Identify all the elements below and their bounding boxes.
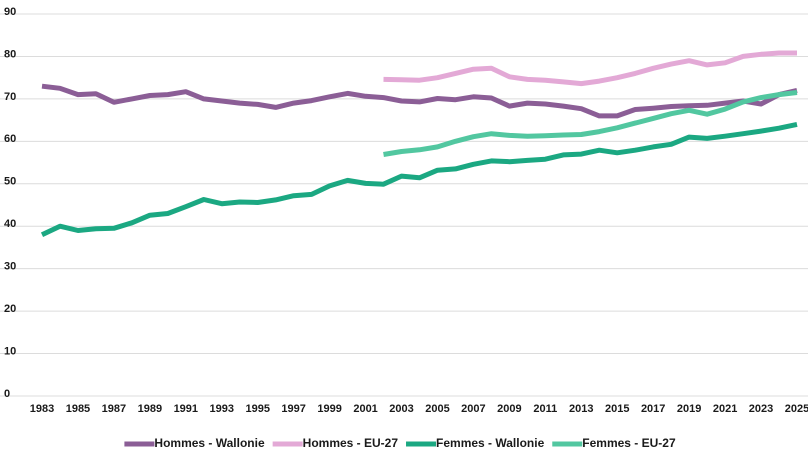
- x-tick-label: 2011: [533, 403, 557, 415]
- y-tick-label: 50: [4, 176, 16, 188]
- y-tick-label: 0: [4, 388, 10, 400]
- x-tick-label: 1983: [30, 403, 54, 415]
- x-tick-label: 2013: [569, 403, 593, 415]
- y-tick-label: 70: [4, 91, 16, 103]
- legend-label: Hommes - Wallonie: [154, 436, 265, 450]
- series-line: [41, 83, 798, 119]
- legend-label: Hommes - EU-27: [303, 436, 399, 450]
- series-line: [40, 121, 798, 237]
- x-tick-label: 1985: [66, 403, 90, 415]
- y-tick-label: 80: [4, 48, 16, 60]
- legend-label: Femmes - EU-27: [582, 436, 676, 450]
- x-tick-label: 2009: [497, 403, 521, 415]
- series-line: [383, 50, 797, 87]
- x-tick-label: 2023: [749, 403, 773, 415]
- series-line: [383, 90, 798, 157]
- x-tick-label: 2019: [677, 403, 701, 415]
- y-tick-label: 60: [4, 133, 16, 145]
- x-tick-label: 2003: [389, 403, 413, 415]
- legend: Hommes - Wallonie Hommes - EU-27 Femmes - …: [124, 436, 676, 450]
- x-tick-label: 2005: [425, 403, 449, 415]
- x-tick-label: 2015: [605, 403, 629, 415]
- y-tick-label: 20: [4, 303, 16, 315]
- x-tick-label: 2025: [785, 403, 808, 415]
- x-tick-label: 1997: [281, 403, 305, 415]
- x-tick-label: 1991: [174, 403, 198, 415]
- x-tick-label: 2021: [713, 403, 737, 415]
- y-tick-label: 90: [4, 6, 16, 18]
- x-tick-label: 2001: [353, 403, 377, 415]
- x-tick-label: 1999: [317, 403, 341, 415]
- legend-label: Femmes - Wallonie: [436, 436, 545, 450]
- x-tick-label: 1993: [210, 403, 234, 415]
- y-tick-label: 40: [4, 218, 16, 230]
- x-tick-label: 1995: [245, 403, 269, 415]
- y-tick-label: 30: [4, 261, 16, 273]
- y-tick-label: 10: [4, 345, 16, 357]
- x-tick-label: 1987: [102, 403, 126, 415]
- x-tick-label: 2017: [641, 403, 665, 415]
- x-tick-label: 2007: [461, 403, 485, 415]
- x-tick-label: 1989: [138, 403, 162, 415]
